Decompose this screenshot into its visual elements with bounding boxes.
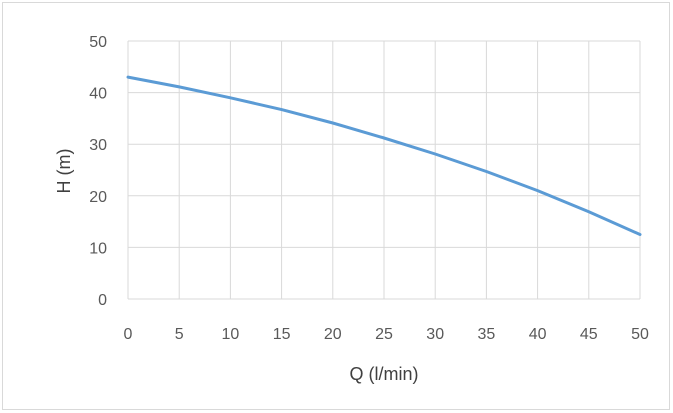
y-tick-label: 30 [89,137,107,154]
series-line [126,75,642,236]
y-axis-title: H (m) [54,149,74,194]
grid-lines [127,40,641,300]
y-tick-label: 40 [89,86,107,103]
x-tick-label: 35 [478,326,496,343]
x-axis-title: Q (l/min) [350,364,419,384]
x-tick-label: 25 [375,326,393,343]
y-tick-label: 50 [89,34,107,51]
y-tick-label: 20 [89,189,107,206]
y-tick-labels: 0 10 20 30 40 50 [89,34,107,309]
series-layer [126,75,642,236]
x-tick-label: 40 [529,326,547,343]
x-tick-label: 15 [273,326,291,343]
x-tick-labels: 0 5 10 15 20 25 30 35 40 45 50 [124,326,649,343]
y-tick-label: 10 [89,240,107,257]
x-tick-label: 20 [324,326,342,343]
x-tick-label: 30 [426,326,444,343]
x-tick-label: 10 [222,326,240,343]
x-tick-label: 5 [175,326,184,343]
x-tick-label: 50 [631,326,649,343]
x-tick-label: 0 [124,326,133,343]
x-tick-label: 45 [580,326,598,343]
y-tick-label: 0 [98,292,107,309]
